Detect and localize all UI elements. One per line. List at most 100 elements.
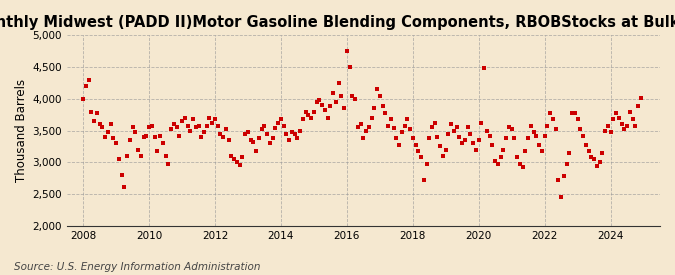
Point bbox=[248, 140, 259, 144]
Point bbox=[408, 136, 418, 141]
Point bbox=[322, 116, 333, 120]
Point bbox=[363, 125, 374, 130]
Point bbox=[421, 161, 432, 166]
Point bbox=[327, 90, 338, 95]
Point bbox=[635, 95, 646, 100]
Point bbox=[432, 135, 443, 139]
Point bbox=[591, 163, 602, 168]
Point bbox=[550, 127, 561, 131]
Point bbox=[479, 66, 489, 71]
Point bbox=[290, 131, 300, 136]
Point bbox=[144, 125, 155, 130]
Point bbox=[240, 131, 250, 136]
Point bbox=[190, 125, 201, 130]
Point bbox=[531, 133, 542, 138]
Point bbox=[619, 127, 630, 131]
Point bbox=[86, 109, 97, 114]
Point bbox=[624, 109, 635, 114]
Point bbox=[372, 87, 383, 92]
Point bbox=[223, 138, 234, 142]
Point bbox=[558, 174, 569, 178]
Point bbox=[286, 130, 297, 134]
Point bbox=[165, 127, 176, 131]
Point bbox=[198, 130, 209, 134]
Point bbox=[399, 123, 410, 128]
Point bbox=[457, 141, 468, 145]
Point bbox=[537, 149, 547, 153]
Point bbox=[298, 117, 308, 121]
Point bbox=[525, 123, 536, 128]
Point bbox=[416, 155, 427, 160]
Point bbox=[180, 116, 190, 120]
Point bbox=[627, 117, 638, 121]
Point bbox=[80, 84, 91, 88]
Point bbox=[111, 141, 122, 145]
Point bbox=[138, 135, 149, 139]
Point bbox=[522, 136, 533, 141]
Point bbox=[616, 122, 627, 127]
Point bbox=[275, 117, 286, 121]
Point bbox=[360, 128, 371, 133]
Point bbox=[481, 128, 492, 133]
Point bbox=[545, 111, 556, 115]
Point bbox=[498, 147, 509, 152]
Point bbox=[495, 155, 506, 160]
Point bbox=[331, 100, 342, 104]
Y-axis label: Thousand Barrels: Thousand Barrels bbox=[15, 79, 28, 182]
Point bbox=[300, 109, 311, 114]
Point bbox=[303, 112, 314, 117]
Point bbox=[487, 142, 498, 147]
Point bbox=[570, 111, 580, 115]
Point bbox=[465, 131, 476, 136]
Point bbox=[232, 160, 242, 164]
Point bbox=[229, 157, 240, 161]
Point bbox=[514, 161, 525, 166]
Point bbox=[281, 131, 292, 136]
Point bbox=[608, 117, 619, 121]
Point bbox=[116, 173, 127, 177]
Point bbox=[292, 136, 303, 141]
Point bbox=[614, 116, 624, 120]
Point bbox=[443, 131, 454, 136]
Point bbox=[506, 127, 517, 131]
Point bbox=[424, 136, 435, 141]
Point bbox=[130, 130, 140, 134]
Point bbox=[391, 136, 402, 141]
Point bbox=[237, 155, 248, 160]
Point bbox=[306, 116, 317, 120]
Point bbox=[221, 127, 232, 131]
Point bbox=[396, 130, 407, 134]
Point bbox=[564, 151, 574, 155]
Point bbox=[251, 149, 262, 153]
Point bbox=[88, 119, 99, 123]
Point bbox=[561, 161, 572, 166]
Point bbox=[501, 136, 512, 141]
Point bbox=[157, 141, 168, 145]
Point bbox=[605, 130, 616, 134]
Point bbox=[100, 135, 111, 139]
Point bbox=[215, 131, 226, 136]
Point bbox=[476, 121, 487, 125]
Point bbox=[295, 128, 306, 133]
Point bbox=[586, 155, 597, 160]
Point bbox=[311, 100, 322, 104]
Point bbox=[193, 123, 204, 128]
Point bbox=[578, 133, 589, 138]
Point bbox=[270, 126, 281, 130]
Point bbox=[589, 157, 599, 161]
Point bbox=[460, 138, 470, 142]
Point bbox=[97, 125, 108, 130]
Point bbox=[375, 94, 385, 98]
Point bbox=[141, 133, 152, 138]
Point bbox=[622, 123, 632, 128]
Point bbox=[350, 97, 360, 101]
Point bbox=[308, 109, 319, 114]
Point bbox=[534, 142, 545, 147]
Point bbox=[413, 149, 424, 153]
Point bbox=[473, 138, 484, 142]
Point bbox=[213, 123, 223, 128]
Point bbox=[553, 178, 564, 182]
Point bbox=[262, 131, 273, 136]
Point bbox=[437, 154, 448, 158]
Point bbox=[352, 125, 363, 130]
